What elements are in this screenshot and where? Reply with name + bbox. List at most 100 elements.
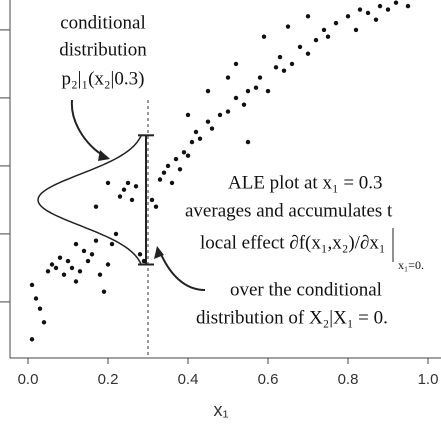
- point: [89, 252, 95, 257]
- point: [313, 37, 319, 43]
- point: [245, 139, 251, 145]
- point: [305, 51, 311, 56]
- point: [357, 7, 363, 12]
- point: [185, 112, 191, 118]
- point: [217, 112, 223, 118]
- point: [165, 163, 171, 169]
- annotation: averages and accumulates t: [185, 200, 393, 221]
- arrow: [70, 99, 109, 159]
- point: [109, 241, 115, 247]
- point: [173, 156, 179, 162]
- point: [161, 170, 167, 175]
- point: [113, 231, 119, 237]
- point: [233, 61, 239, 67]
- annotation: x₁=0.: [398, 258, 424, 272]
- point: [105, 262, 111, 267]
- point: [261, 34, 267, 39]
- point: [77, 269, 83, 274]
- point: [281, 68, 287, 73]
- point: [257, 75, 263, 80]
- point: [73, 279, 79, 284]
- point: [233, 95, 239, 101]
- annotation: over the conditional: [230, 279, 382, 300]
- point: [93, 238, 99, 243]
- annotation: local effect ∂f(x₁,x₂)/∂x₁: [200, 232, 385, 253]
- point: [45, 269, 51, 274]
- point: [33, 296, 39, 301]
- point: [273, 65, 279, 70]
- point: [205, 88, 211, 94]
- point: [205, 119, 211, 124]
- point: [365, 10, 371, 16]
- point: [29, 337, 35, 342]
- point: [345, 14, 351, 19]
- point: [101, 289, 107, 294]
- point: [141, 258, 147, 264]
- point: [81, 248, 87, 254]
- x-tick-label: 1.0: [418, 371, 439, 388]
- point: [177, 167, 183, 172]
- annotation: conditional: [60, 12, 145, 33]
- point: [133, 184, 139, 189]
- point: [53, 265, 59, 271]
- point: [225, 75, 231, 80]
- point: [297, 44, 303, 50]
- point: [245, 88, 251, 94]
- arrow-head: [154, 246, 164, 259]
- annotation: p₂|₁(x₂|0.3): [62, 68, 145, 89]
- point: [137, 252, 143, 257]
- x-axis-label: x₁: [213, 400, 228, 420]
- annotation: distribution of X₂|X₁ = 0.: [196, 307, 388, 328]
- point: [85, 258, 91, 264]
- point: [57, 255, 63, 260]
- point: [253, 85, 259, 90]
- point: [285, 24, 291, 29]
- point: [129, 197, 135, 203]
- point: [65, 258, 71, 264]
- x-tick-label: 0.0: [18, 371, 39, 388]
- point: [149, 197, 155, 203]
- point: [117, 194, 123, 199]
- point: [321, 27, 327, 33]
- point: [197, 136, 203, 141]
- point: [29, 282, 35, 288]
- point: [265, 88, 271, 94]
- arrow: [159, 251, 206, 291]
- point: [353, 27, 359, 33]
- point: [61, 272, 67, 277]
- annotation: ALE plot at x₁ = 0.3: [228, 172, 383, 193]
- point: [157, 177, 163, 182]
- point: [333, 20, 339, 26]
- point: [405, 3, 411, 9]
- point: [241, 102, 247, 107]
- arrow-head: [98, 150, 110, 161]
- point: [153, 204, 159, 209]
- point: [209, 126, 215, 131]
- point: [41, 320, 47, 325]
- density-curve: [37, 134, 142, 265]
- point: [105, 180, 111, 186]
- point: [325, 34, 331, 39]
- x-tick-label: 0.4: [178, 371, 199, 388]
- point: [225, 109, 231, 114]
- x-tick-label: 0.6: [258, 371, 279, 388]
- point: [37, 306, 43, 311]
- point: [373, 17, 379, 22]
- point: [121, 187, 127, 192]
- point: [181, 150, 187, 155]
- point: [73, 241, 79, 247]
- point: [49, 262, 55, 267]
- point: [305, 14, 311, 19]
- x-tick-label: 0.8: [338, 371, 359, 388]
- point: [125, 180, 131, 186]
- point: [193, 129, 199, 135]
- point: [185, 153, 191, 158]
- point: [189, 139, 195, 145]
- point: [93, 204, 99, 209]
- point: [289, 61, 295, 67]
- point: [385, 7, 391, 12]
- point: [393, 0, 399, 5]
- point: [97, 272, 103, 277]
- point: [169, 180, 175, 186]
